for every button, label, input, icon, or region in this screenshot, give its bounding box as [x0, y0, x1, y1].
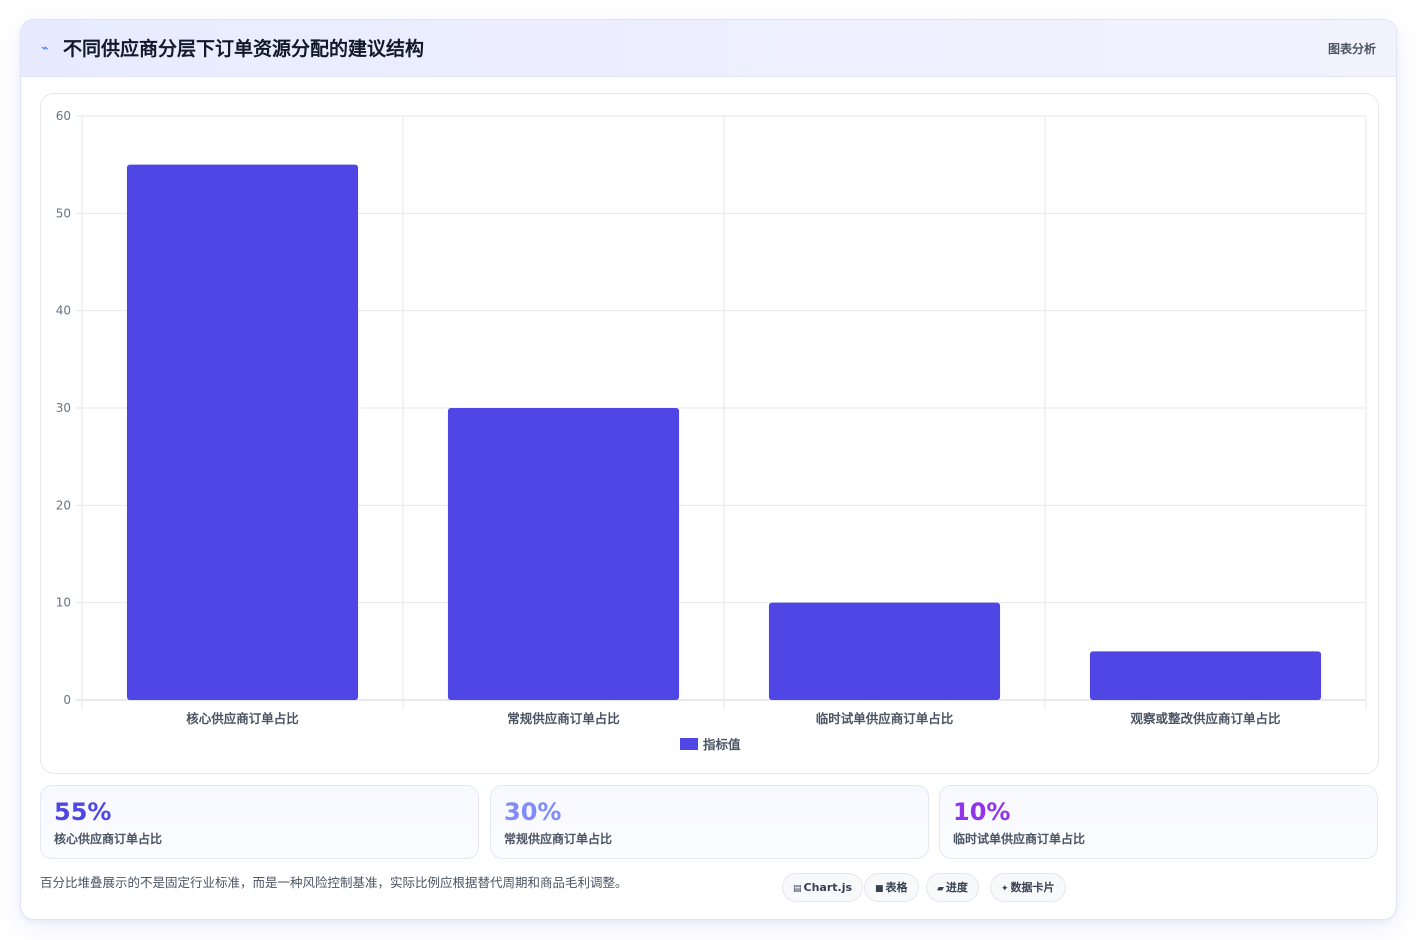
y-tick-label: 10 [56, 596, 71, 610]
stat-label: 临时试单供应商订单占比 [953, 832, 1086, 846]
chart-line-icon: ⌁ [41, 41, 49, 56]
stat-card-core: 55% 核心供应商订单占比 [40, 785, 479, 859]
y-tick-label: 30 [56, 401, 71, 415]
stat-card-regular: 30% 常规供应商订单占比 [490, 785, 929, 859]
card-header: ⌁ 不同供应商分层下订单资源分配的建议结构 图表分析 [21, 20, 1396, 77]
x-tick-label: 核心供应商订单占比 [186, 711, 299, 726]
x-tick-label: 观察或整改供应商订单占比 [1130, 711, 1281, 726]
chip-chartjs[interactable]: ▤ Chart.js [782, 873, 864, 902]
footnote: 百分比堆叠展示的不是固定行业标准，而是一种风险控制基准，实际比例应根据替代周期和… [40, 875, 628, 890]
y-tick-label: 60 [56, 109, 71, 123]
chip-label: 数据卡片 [1010, 881, 1055, 894]
table-icon: ■ [875, 884, 884, 894]
bar-chart: 0 10 20 30 40 50 60 核心供应商订单占比 常规供应商订单占比 临时试单供应商订单… [56, 109, 1367, 752]
y-tick-label: 20 [56, 498, 71, 512]
sparkle-icon: ✦ [1001, 884, 1009, 894]
header-tag: 图表分析 [1327, 42, 1376, 56]
stat-card-trial: 10% 临时试单供应商订单占比 [939, 785, 1378, 859]
bar [126, 164, 359, 701]
chart-card: ⌁ 不同供应商分层下订单资源分配的建议结构 图表分析 0 10 20 30 40 50 60… [20, 19, 1397, 920]
y-tick-label: 0 [63, 693, 71, 707]
chart-icon: ▤ [793, 884, 802, 894]
chip-progress[interactable]: ▰ 进度 [926, 873, 979, 902]
progress-icon: ▰ [937, 884, 944, 894]
page-title: 不同供应商分层下订单资源分配的建议结构 [63, 38, 425, 60]
x-tick-label: 常规供应商订单占比 [507, 711, 620, 726]
stat-cards: 55% 核心供应商订单占比 30% 常规供应商订单占比 10% 临时试单供应商订… [40, 785, 1379, 859]
stat-value: 10% [953, 798, 1011, 826]
chart-panel: 0 10 20 30 40 50 60 核心供应商订单占比 常规供应商订单占比 临时试单供应商订单… [40, 93, 1379, 774]
legend-swatch [680, 738, 698, 750]
legend-label: 指标值 [703, 737, 741, 752]
stat-label: 核心供应商订单占比 [54, 832, 163, 846]
stat-label: 常规供应商订单占比 [504, 832, 613, 846]
y-tick-label: 40 [56, 304, 71, 318]
stat-value: 30% [504, 798, 562, 826]
x-tick-label: 临时试单供应商订单占比 [816, 711, 954, 726]
chip-label: 进度 [945, 881, 968, 894]
chip-table[interactable]: ■ 表格 [864, 873, 919, 902]
chip-data-card[interactable]: ✦ 数据卡片 [990, 873, 1066, 902]
bar [1089, 651, 1322, 700]
chip-label: Chart.js [803, 881, 853, 894]
stat-value: 55% [54, 798, 112, 826]
chip-label: 表格 [885, 881, 908, 894]
bar [768, 602, 1001, 700]
y-tick-label: 50 [56, 206, 71, 220]
bar [447, 408, 680, 700]
